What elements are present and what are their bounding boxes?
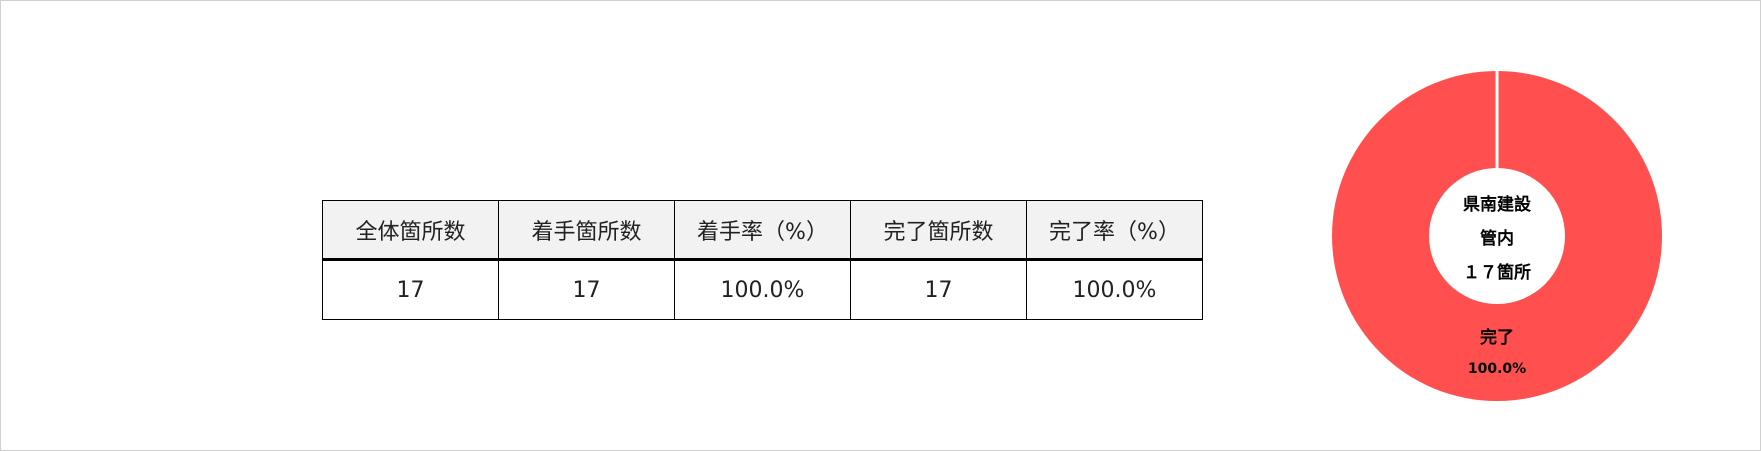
center-label-line-3: １７箇所 bbox=[1463, 262, 1531, 283]
cell-completed: 17 bbox=[850, 259, 1027, 320]
cell-started-rate: 100.0% bbox=[674, 259, 851, 320]
header-started-rate: 着手率（%） bbox=[674, 200, 851, 261]
center-label-line-1: 県南建設 bbox=[1463, 194, 1532, 215]
header-started: 着手箇所数 bbox=[498, 200, 675, 261]
header-total: 全体箇所数 bbox=[322, 200, 499, 261]
center-label-line-2: 管内 bbox=[1480, 228, 1514, 249]
cell-total: 17 bbox=[322, 259, 499, 320]
header-completed: 完了箇所数 bbox=[850, 200, 1027, 261]
slice-value-label: 100.0% bbox=[1468, 361, 1526, 377]
cell-completed-rate: 100.0% bbox=[1026, 259, 1203, 320]
slice-label: 完了 bbox=[1480, 327, 1514, 348]
table-header-row: 全体箇所数 着手箇所数 着手率（%） 完了箇所数 完了率（%） bbox=[322, 200, 1203, 261]
donut-slice bbox=[1332, 71, 1662, 401]
table-row: 17 17 100.0% 17 100.0% bbox=[322, 259, 1203, 320]
cell-started: 17 bbox=[498, 259, 675, 320]
progress-table: 全体箇所数 着手箇所数 着手率（%） 完了箇所数 完了率（%） 17 17 10… bbox=[322, 200, 1203, 320]
header-completed-rate: 完了率（%） bbox=[1026, 200, 1203, 261]
